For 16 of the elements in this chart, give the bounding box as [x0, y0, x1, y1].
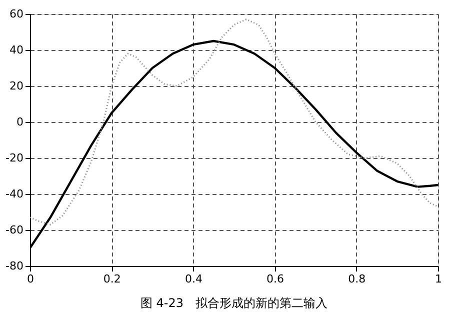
x-tick-label: 0.6: [266, 272, 284, 286]
y-tick-label: 40: [10, 44, 24, 56]
y-tick-label: -60: [6, 224, 24, 236]
y-tick-label: -80: [6, 260, 24, 272]
x-tick-label: 0.8: [348, 272, 366, 286]
y-tick-label: 60: [10, 8, 24, 20]
y-tick-label: -40: [6, 188, 24, 200]
y-tick-label: 0: [16, 116, 24, 128]
x-tick-label: 0.2: [103, 272, 121, 286]
x-tick-label: 0: [27, 272, 34, 286]
line-series: [30, 18, 438, 226]
x-tick-label: 0.4: [184, 272, 202, 286]
y-tick-label: 20: [10, 80, 24, 92]
y-tick-label: -20: [6, 152, 24, 164]
x-tick-label: 1: [435, 272, 442, 286]
caption: 图 4-23 拟合形成的新的第二输入: [140, 296, 328, 310]
